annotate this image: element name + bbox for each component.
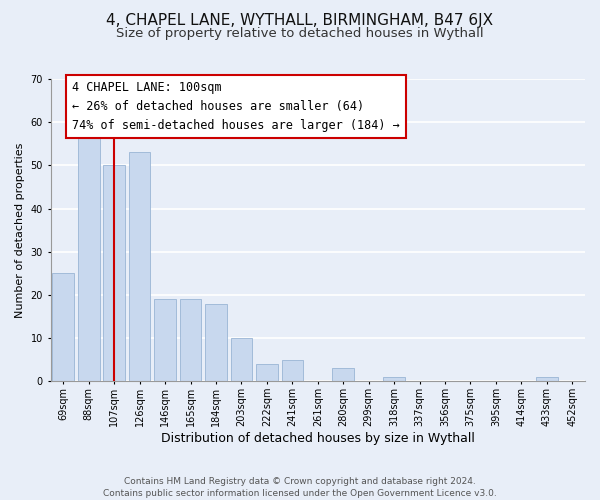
Bar [205, 304, 227, 382]
Text: 4, CHAPEL LANE, WYTHALL, BIRMINGHAM, B47 6JX: 4, CHAPEL LANE, WYTHALL, BIRMINGHAM, B47… [106, 12, 494, 28]
Bar [78, 126, 100, 382]
Bar [129, 152, 151, 382]
Bar [383, 377, 405, 382]
Text: Size of property relative to detached houses in Wythall: Size of property relative to detached ho… [116, 28, 484, 40]
Bar [103, 166, 125, 382]
Bar [281, 360, 303, 382]
Bar [332, 368, 354, 382]
Bar [180, 300, 202, 382]
Y-axis label: Number of detached properties: Number of detached properties [15, 142, 25, 318]
Bar [256, 364, 278, 382]
Text: Contains public sector information licensed under the Open Government Licence v3: Contains public sector information licen… [103, 489, 497, 498]
Bar [52, 274, 74, 382]
Bar [536, 377, 557, 382]
Bar [230, 338, 252, 382]
Text: Contains HM Land Registry data © Crown copyright and database right 2024.: Contains HM Land Registry data © Crown c… [124, 478, 476, 486]
X-axis label: Distribution of detached houses by size in Wythall: Distribution of detached houses by size … [161, 432, 475, 445]
Bar [154, 300, 176, 382]
Text: 4 CHAPEL LANE: 100sqm
← 26% of detached houses are smaller (64)
74% of semi-deta: 4 CHAPEL LANE: 100sqm ← 26% of detached … [72, 81, 400, 132]
